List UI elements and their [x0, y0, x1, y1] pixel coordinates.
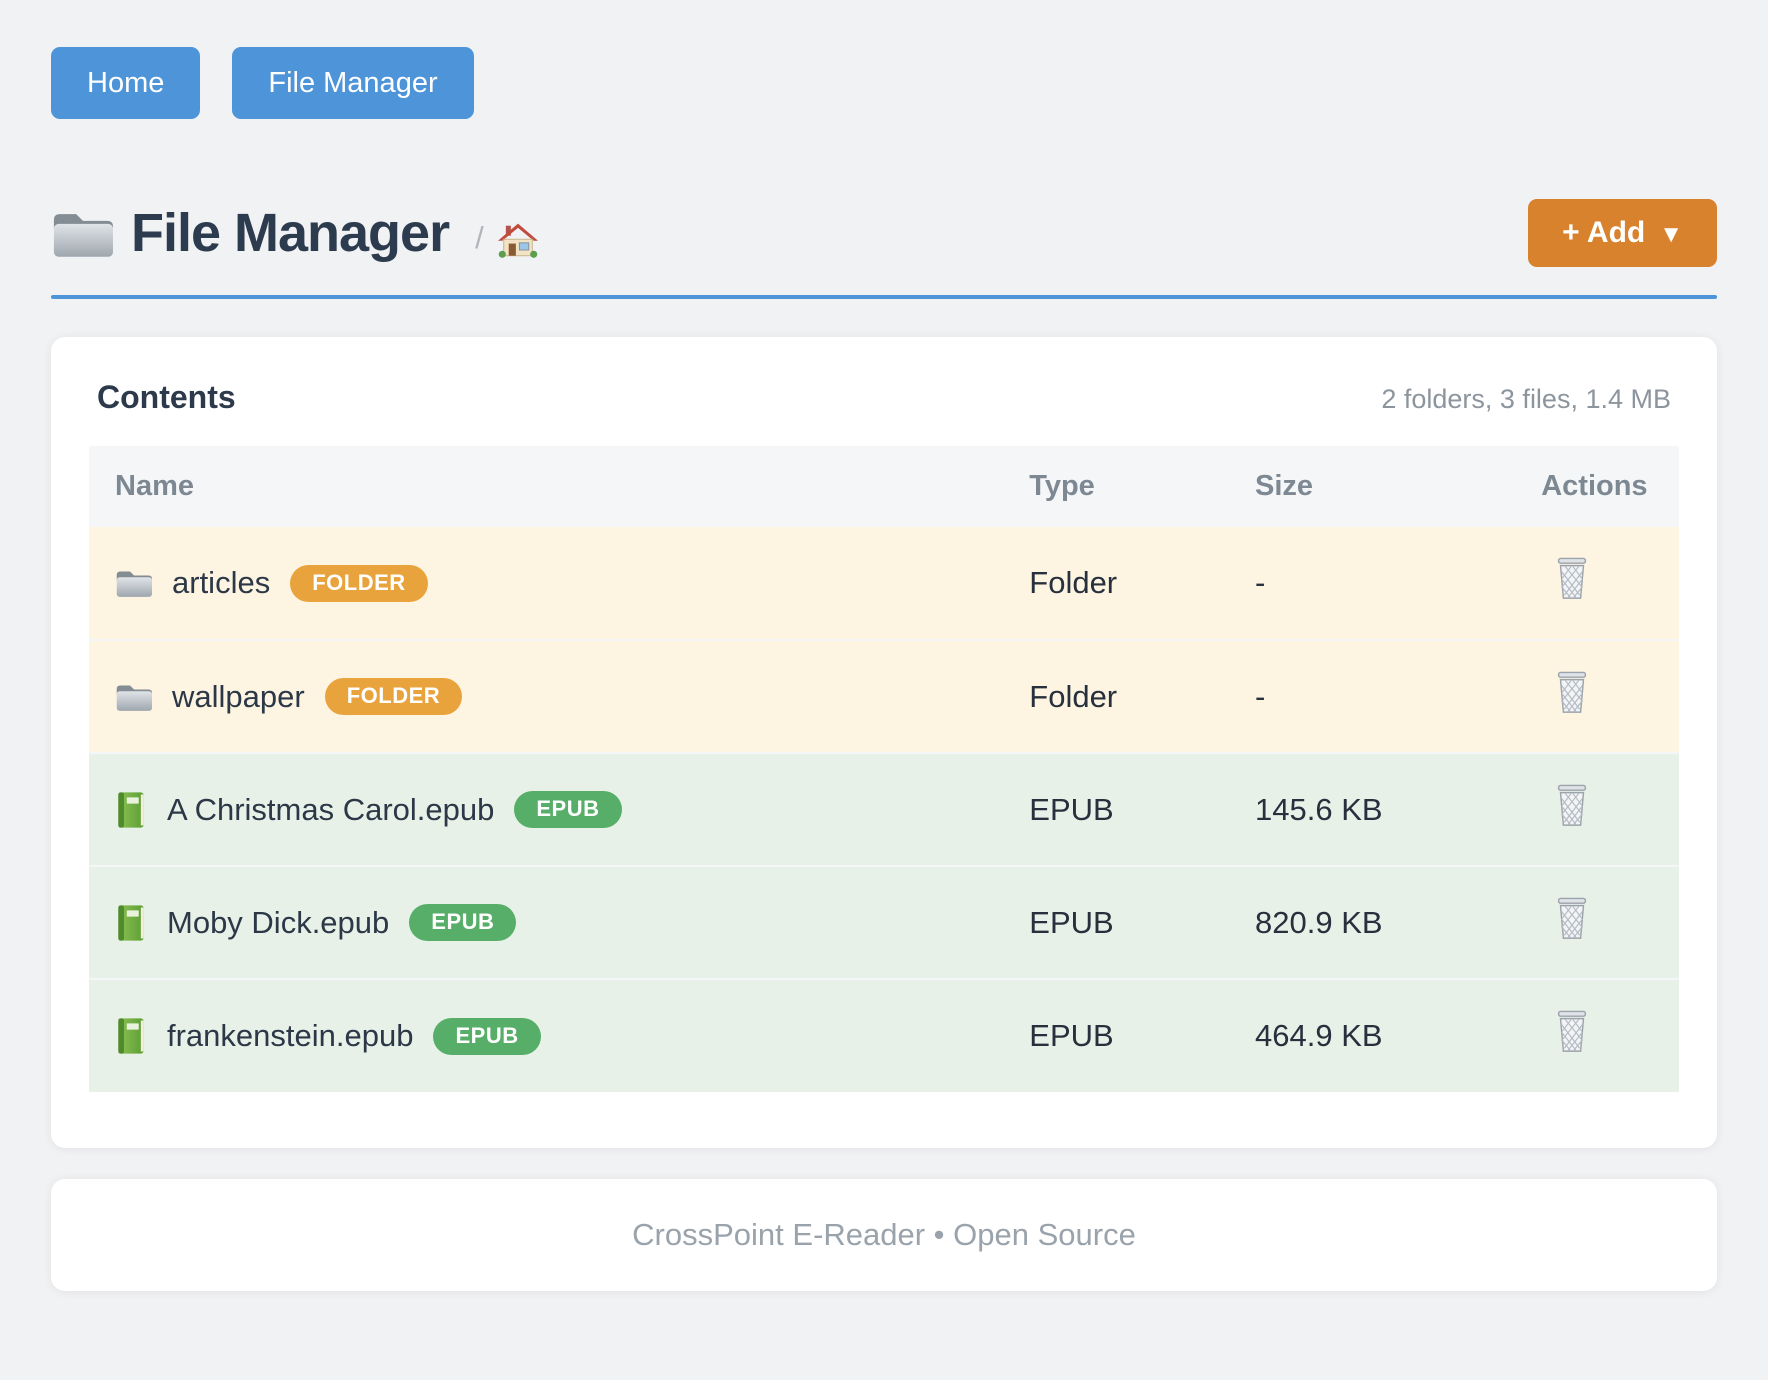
actions-cell [1515, 640, 1679, 753]
name-cell: articles FOLDER [89, 527, 1004, 640]
column-header-size: Size [1229, 446, 1516, 527]
file-name[interactable]: Moby Dick.epub [167, 904, 390, 940]
page-header: File Manager / + Add ▼ [51, 199, 1717, 267]
trash-icon [1558, 671, 1587, 713]
table-row[interactable]: A Christmas Carol.epub EPUB EPUB 145.6 K… [89, 753, 1679, 866]
book-icon [118, 904, 144, 941]
delete-button[interactable] [1553, 1010, 1591, 1054]
contents-title: Contents [97, 379, 236, 415]
folder-icon [116, 684, 152, 711]
trash-icon [1558, 897, 1587, 939]
contents-summary: 2 folders, 3 files, 1.4 MB [1381, 384, 1671, 414]
type-cell: Folder [1003, 527, 1230, 640]
table-row[interactable]: frankenstein.epub EPUB EPUB 464.9 KB [89, 979, 1679, 1092]
files-table: Name Type Size Actions [89, 446, 1679, 1092]
file-name[interactable]: A Christmas Carol.epub [167, 791, 495, 827]
delete-button[interactable] [1553, 784, 1591, 828]
nav-button-home[interactable]: Home [51, 47, 201, 119]
add-button-label: + Add [1562, 216, 1646, 249]
footer-text: CrossPoint E-Reader • Open Source [632, 1217, 1136, 1252]
size-cell: - [1229, 640, 1516, 753]
name-cell: wallpaper FOLDER [89, 640, 1004, 753]
type-badge: EPUB [433, 1017, 541, 1055]
name-cell: frankenstein.epub EPUB [89, 979, 1004, 1092]
top-nav: Home File Manager [51, 47, 1717, 119]
trash-icon [1558, 557, 1587, 599]
file-manager-page: Home File Manager File Manager / + Add ▼ [51, 47, 1717, 1291]
delete-button[interactable] [1553, 897, 1591, 941]
actions-cell [1515, 527, 1679, 640]
type-badge: FOLDER [324, 678, 463, 715]
type-cell: EPUB [1003, 753, 1230, 866]
contents-table-body: articles FOLDER Folder - [89, 527, 1679, 1092]
delete-button[interactable] [1553, 557, 1591, 601]
file-name[interactable]: wallpaper [172, 678, 305, 714]
trash-icon [1558, 1010, 1587, 1052]
trash-icon [1558, 784, 1587, 826]
name-cell: A Christmas Carol.epub EPUB [89, 753, 1004, 866]
folder-icon [53, 213, 113, 257]
type-cell: EPUB [1003, 866, 1230, 979]
type-cell: EPUB [1003, 979, 1230, 1092]
table-header-row: Name Type Size Actions [89, 446, 1679, 527]
book-icon [118, 1018, 144, 1054]
footer-card: CrossPoint E-Reader • Open Source [51, 1179, 1717, 1291]
column-header-name: Name [89, 446, 1004, 527]
name-cell: Moby Dick.epub EPUB [89, 866, 1004, 979]
header-divider [51, 295, 1717, 299]
house-icon[interactable] [497, 221, 538, 259]
delete-button[interactable] [1553, 671, 1591, 715]
actions-cell [1515, 753, 1679, 866]
type-badge: EPUB [514, 791, 622, 828]
file-name[interactable]: frankenstein.epub [167, 1018, 414, 1053]
actions-cell [1515, 979, 1679, 1092]
column-header-type: Type [1003, 446, 1230, 527]
title-block: File Manager / [51, 202, 538, 264]
table-row[interactable]: wallpaper FOLDER Folder - [89, 640, 1679, 753]
contents-card-header: Contents 2 folders, 3 files, 1.4 MB [89, 379, 1679, 416]
folder-icon [116, 571, 152, 597]
size-cell: - [1229, 527, 1516, 640]
add-button[interactable]: + Add ▼ [1528, 199, 1717, 267]
table-row[interactable]: articles FOLDER Folder - [89, 527, 1679, 640]
size-cell: 145.6 KB [1229, 753, 1516, 866]
chevron-down-icon: ▼ [1659, 221, 1683, 248]
size-cell: 820.9 KB [1229, 866, 1516, 979]
actions-cell [1515, 866, 1679, 979]
column-header-actions: Actions [1515, 446, 1679, 527]
type-badge: FOLDER [290, 564, 428, 602]
table-row[interactable]: Moby Dick.epub EPUB EPUB 820.9 KB [89, 866, 1679, 979]
contents-card: Contents 2 folders, 3 files, 1.4 MB Name… [51, 337, 1717, 1148]
type-badge: EPUB [409, 904, 517, 941]
type-cell: Folder [1003, 640, 1230, 753]
nav-button-file-manager[interactable]: File Manager [232, 47, 474, 119]
book-icon [118, 791, 144, 828]
file-name[interactable]: articles [172, 565, 271, 600]
breadcrumb-separator: / [475, 220, 484, 255]
size-cell: 464.9 KB [1229, 979, 1516, 1092]
page-title: File Manager [131, 203, 450, 263]
